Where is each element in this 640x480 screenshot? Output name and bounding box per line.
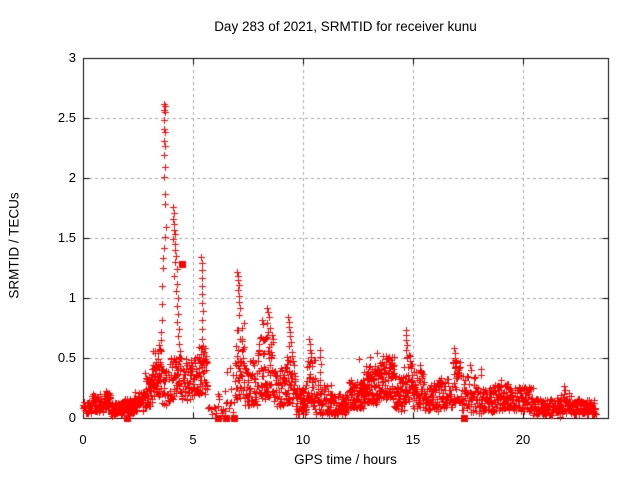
x-tick-label: 15 xyxy=(405,432,421,447)
x-axis-label: GPS time / hours xyxy=(294,452,397,467)
x-tick-label: 20 xyxy=(515,432,531,447)
y-tick-label: 2 xyxy=(68,170,76,185)
y-tick-label: 2.5 xyxy=(57,110,76,125)
y-axis-label: SRMTID / TECUs xyxy=(6,192,22,299)
y-tick-label: 1 xyxy=(68,290,76,305)
y-tick-label: 0 xyxy=(68,410,76,425)
x-tick-label: 5 xyxy=(189,432,197,447)
chart-title: Day 283 of 2021, SRMTID for receiver kun… xyxy=(214,19,477,34)
y-tick-label: 1.5 xyxy=(57,230,76,245)
x-tick-label: 0 xyxy=(79,432,87,447)
x-tick-label: 10 xyxy=(295,432,311,447)
y-tick-label: 0.5 xyxy=(57,350,76,365)
y-tick-label: 3 xyxy=(68,50,76,65)
